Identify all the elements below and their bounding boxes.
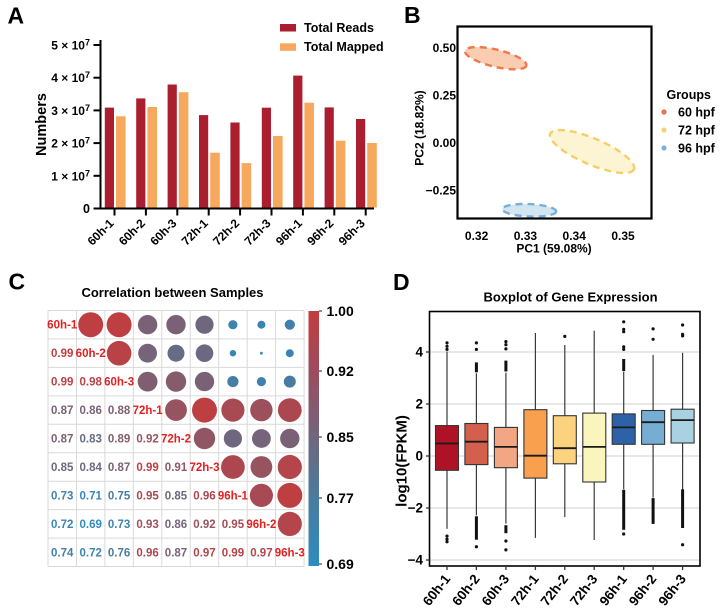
svg-text:0.77: 0.77 [327, 490, 354, 506]
svg-text:0: 0 [415, 449, 423, 464]
svg-text:0.87: 0.87 [51, 434, 73, 446]
svg-text:60h-2: 60h-2 [76, 348, 106, 360]
svg-text:C: C [9, 269, 26, 295]
svg-text:0.95: 0.95 [222, 519, 245, 531]
svg-text:log10(FPKM): log10(FPKM) [394, 415, 411, 507]
svg-text:0.88: 0.88 [108, 405, 131, 417]
svg-text:96h-2: 96h-2 [246, 519, 276, 531]
svg-text:0.72: 0.72 [51, 519, 73, 531]
svg-text:0.97: 0.97 [250, 547, 272, 559]
svg-text:3 × 107: 3 × 107 [51, 103, 90, 118]
svg-text:Numbers: Numbers [34, 93, 50, 156]
svg-text:72 hpf: 72 hpf [678, 123, 716, 137]
svg-text:0.96: 0.96 [136, 547, 158, 559]
svg-text:0.33: 0.33 [514, 229, 538, 243]
svg-text:0.32: 0.32 [465, 229, 489, 243]
svg-text:D: D [393, 269, 410, 295]
svg-text:Correlation between Samples: Correlation between Samples [81, 285, 263, 300]
svg-text:2 × 107: 2 × 107 [51, 136, 90, 151]
svg-text:0.73: 0.73 [51, 490, 73, 502]
svg-text:0.85: 0.85 [327, 429, 354, 445]
svg-text:1.00: 1.00 [327, 303, 354, 319]
svg-text:Total Reads: Total Reads [304, 21, 374, 35]
svg-text:0.85: 0.85 [51, 462, 74, 474]
svg-text:0.97: 0.97 [193, 547, 215, 559]
svg-text:−2: −2 [408, 501, 423, 516]
svg-text:72h-3: 72h-3 [189, 462, 219, 474]
svg-text:4 × 107: 4 × 107 [51, 70, 90, 85]
svg-text:PC2 (18.82%): PC2 (18.82%) [412, 90, 426, 165]
svg-text:0.35: 0.35 [611, 229, 635, 243]
svg-text:0.69: 0.69 [327, 556, 354, 572]
svg-text:0.86: 0.86 [165, 519, 187, 531]
svg-text:0: 0 [83, 202, 90, 216]
svg-text:0.91: 0.91 [165, 462, 188, 474]
svg-text:0.92: 0.92 [136, 434, 158, 446]
svg-text:4: 4 [415, 345, 423, 360]
svg-text:5 × 107: 5 × 107 [51, 38, 90, 53]
svg-text:2: 2 [415, 397, 423, 412]
svg-text:72h-2: 72h-2 [161, 434, 191, 446]
svg-text:0.74: 0.74 [51, 547, 74, 559]
svg-text:60h-1: 60h-1 [47, 320, 78, 332]
svg-text:0.85: 0.85 [165, 490, 188, 502]
svg-text:0.34: 0.34 [563, 229, 587, 243]
svg-text:−4: −4 [408, 553, 424, 568]
svg-text:96h-3: 96h-3 [275, 547, 305, 559]
svg-text:0.95: 0.95 [136, 490, 159, 502]
svg-text:96h-1: 96h-1 [218, 490, 249, 502]
svg-text:1 × 107: 1 × 107 [51, 168, 90, 183]
svg-text:0.87: 0.87 [165, 547, 187, 559]
svg-text:0.99: 0.99 [51, 377, 73, 389]
svg-text:0.93: 0.93 [136, 519, 158, 531]
svg-text:B: B [404, 2, 421, 28]
svg-text:Groups: Groups [666, 88, 710, 102]
svg-text:0.99: 0.99 [222, 547, 244, 559]
svg-text:Total Mapped: Total Mapped [304, 40, 384, 54]
svg-text:72h-1: 72h-1 [133, 405, 164, 417]
svg-text:0.73: 0.73 [108, 519, 130, 531]
svg-text:0.69: 0.69 [80, 519, 102, 531]
svg-text:0.92: 0.92 [327, 363, 354, 379]
svg-text:0.71: 0.71 [80, 490, 103, 502]
svg-text:0.84: 0.84 [80, 462, 103, 474]
svg-text:60 hpf: 60 hpf [678, 105, 716, 119]
svg-text:0.50: 0.50 [433, 41, 457, 55]
svg-text:0.87: 0.87 [108, 462, 130, 474]
svg-text:0.99: 0.99 [136, 462, 158, 474]
svg-text:PC1 (59.08%): PC1 (59.08%) [516, 242, 591, 256]
svg-text:A: A [8, 2, 25, 28]
svg-text:0.00: 0.00 [433, 136, 457, 150]
svg-text:0.89: 0.89 [108, 434, 130, 446]
svg-text:Boxplot of Gene Expression: Boxplot of Gene Expression [483, 290, 657, 305]
svg-text:0.87: 0.87 [51, 405, 73, 417]
svg-text:−0.25: −0.25 [426, 184, 457, 198]
svg-text:96 hpf: 96 hpf [678, 141, 716, 155]
svg-text:0.75: 0.75 [108, 490, 131, 502]
svg-text:0.72: 0.72 [80, 547, 102, 559]
svg-text:0.86: 0.86 [80, 405, 102, 417]
svg-text:0.25: 0.25 [433, 89, 457, 103]
svg-text:60h-3: 60h-3 [104, 377, 134, 389]
svg-text:0.83: 0.83 [80, 434, 102, 446]
svg-text:0.96: 0.96 [193, 490, 215, 502]
svg-text:0.76: 0.76 [108, 547, 130, 559]
svg-text:0.92: 0.92 [193, 519, 215, 531]
svg-text:0.98: 0.98 [80, 377, 103, 389]
svg-text:0.99: 0.99 [51, 348, 73, 360]
